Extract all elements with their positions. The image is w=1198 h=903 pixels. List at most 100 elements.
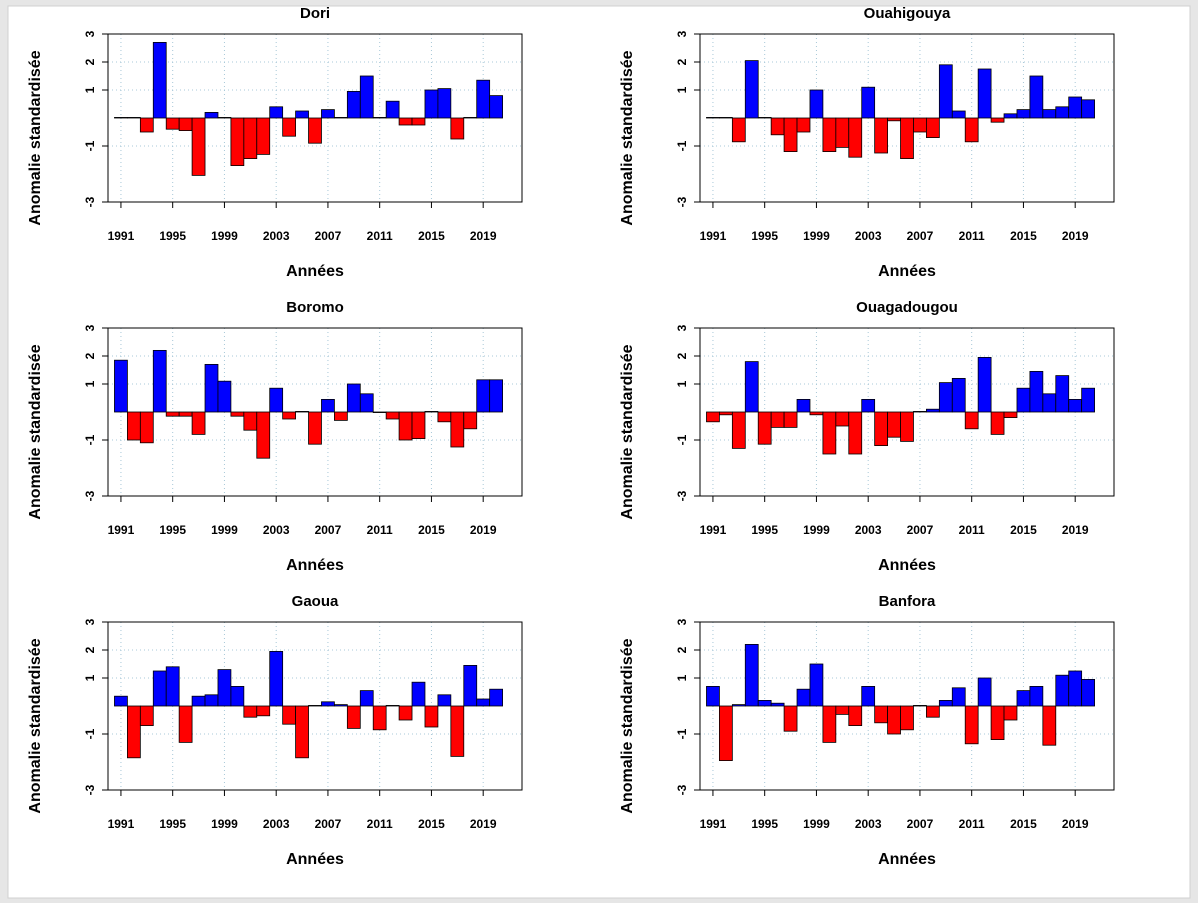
y-tick-label: 1: [83, 674, 97, 681]
x-axis-label: Années: [878, 851, 936, 868]
bar: [809, 663, 824, 707]
bar: [152, 349, 167, 413]
x-tick-label: 2015: [1010, 523, 1037, 537]
bar: [178, 411, 193, 417]
y-axis-label: Anomalie standardisée: [27, 344, 44, 519]
bar: [783, 705, 798, 732]
x-tick-label: 2019: [1062, 523, 1089, 537]
bar: [913, 411, 927, 413]
plot-frame: [107, 327, 523, 497]
bar: [489, 688, 503, 707]
x-axis-label: Années: [878, 263, 936, 280]
bar: [977, 677, 992, 707]
bar: [757, 411, 772, 445]
panel: [7, 5, 1191, 899]
x-tick-label: 2003: [855, 523, 882, 537]
plot-frame: [699, 621, 1115, 791]
bar: [861, 86, 876, 119]
x-tick-label: 1999: [803, 229, 830, 243]
bar: [874, 705, 888, 724]
x-tick-label: 2015: [1010, 817, 1037, 831]
bar: [964, 705, 979, 745]
bar: [757, 117, 772, 119]
x-tick-label: 1991: [700, 817, 727, 831]
bar: [977, 356, 992, 413]
bar: [411, 117, 426, 126]
bar: [874, 411, 888, 446]
bar: [809, 411, 824, 416]
x-tick-label: 1999: [211, 817, 238, 831]
bar: [1016, 387, 1031, 413]
bar: [334, 704, 348, 707]
y-tick-label: -3: [83, 784, 97, 795]
bar: [372, 705, 387, 731]
x-tick-label: 2011: [959, 523, 985, 537]
bar: [938, 382, 953, 413]
x-tick-label: 2015: [418, 229, 445, 243]
x-tick-label: 2015: [418, 523, 445, 537]
bar: [926, 408, 940, 413]
bar: [835, 117, 850, 148]
y-axis-label: Anomalie standardisée: [619, 344, 636, 519]
bar: [295, 705, 309, 759]
y-tick-label: 1: [675, 86, 689, 93]
y-tick-label: -1: [83, 434, 97, 445]
bar: [346, 705, 361, 729]
bar: [719, 705, 733, 761]
y-tick-label: 2: [83, 352, 97, 359]
bar: [308, 411, 322, 445]
bar: [835, 411, 850, 427]
x-tick-label: 1995: [751, 229, 778, 243]
bar: [744, 361, 759, 413]
x-tick-label: 1991: [700, 229, 727, 243]
bar: [731, 117, 746, 143]
y-axis-label: Anomalie standardisée: [619, 638, 636, 813]
y-tick-label: -3: [675, 196, 689, 207]
y-tick-label: -3: [675, 784, 689, 795]
bar: [230, 411, 245, 417]
x-tick-label: 1999: [211, 523, 238, 537]
y-tick-label: 3: [675, 324, 689, 331]
x-tick-label: 1991: [108, 229, 135, 243]
y-tick-label: 2: [675, 58, 689, 65]
y-axis-label: Anomalie standardisée: [619, 50, 636, 225]
bar: [450, 411, 465, 448]
y-tick-label: 3: [83, 30, 97, 37]
bar: [964, 117, 979, 143]
bar: [463, 411, 478, 430]
bar: [450, 117, 465, 140]
bar: [913, 705, 927, 707]
bar: [463, 117, 478, 119]
bar: [861, 686, 876, 707]
bar: [385, 100, 400, 119]
bar: [744, 644, 759, 707]
bar: [217, 380, 232, 413]
bar: [152, 670, 167, 707]
bar: [900, 705, 914, 731]
bar: [1055, 674, 1070, 707]
bar: [706, 411, 720, 423]
x-tick-label: 1999: [803, 817, 830, 831]
x-tick-label: 1995: [751, 817, 778, 831]
chart-title: Banfora: [879, 593, 936, 610]
y-tick-label: 3: [675, 30, 689, 37]
bar: [744, 60, 759, 119]
bar: [256, 411, 271, 459]
bar: [977, 68, 992, 119]
bar: [938, 64, 953, 119]
chart-title: Ouahigouya: [864, 5, 951, 22]
bar: [217, 117, 232, 119]
y-tick-label: -1: [675, 434, 689, 445]
bar: [178, 705, 193, 743]
bar: [359, 75, 374, 119]
x-tick-label: 1995: [159, 229, 186, 243]
bar: [127, 117, 141, 119]
y-tick-label: 2: [83, 646, 97, 653]
chart-title: Ouagadougou: [856, 299, 958, 316]
bar: [334, 411, 348, 421]
y-tick-label: -3: [675, 490, 689, 501]
bar: [114, 117, 128, 119]
bar: [1003, 705, 1018, 721]
